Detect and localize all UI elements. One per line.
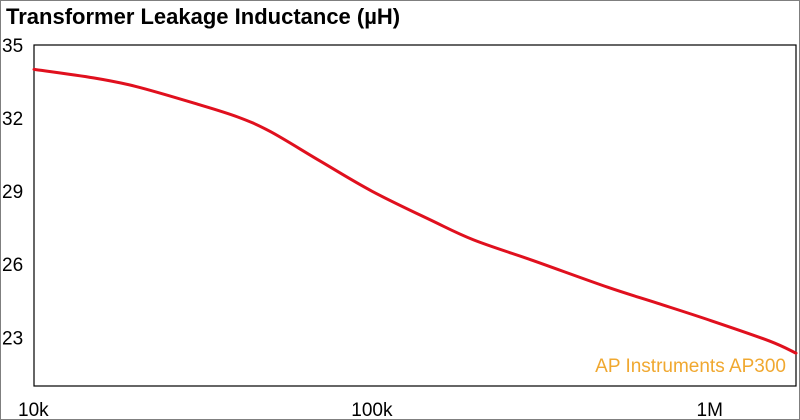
x-tick-label: 100k	[351, 400, 393, 420]
plot-area	[33, 44, 797, 387]
series-layer	[32, 67, 798, 355]
chart-title: Transformer Leakage Inductance (µH)	[6, 4, 401, 29]
instrument-annotation: AP Instruments AP300	[595, 356, 786, 377]
y-axis-ticks: 35 32 29 26 23	[2, 36, 23, 349]
x-tick-label: 1M	[697, 400, 723, 420]
series-line	[32, 67, 798, 355]
y-tick-label: 23	[2, 328, 23, 349]
y-tick-label: 26	[2, 255, 23, 276]
y-tick-label: 32	[2, 109, 23, 130]
y-tick-label: 35	[2, 36, 23, 57]
y-tick-label: 29	[2, 182, 23, 203]
x-tick-label: 10k	[18, 400, 49, 420]
x-axis-ticks: 10k 100k 1M	[18, 400, 723, 420]
